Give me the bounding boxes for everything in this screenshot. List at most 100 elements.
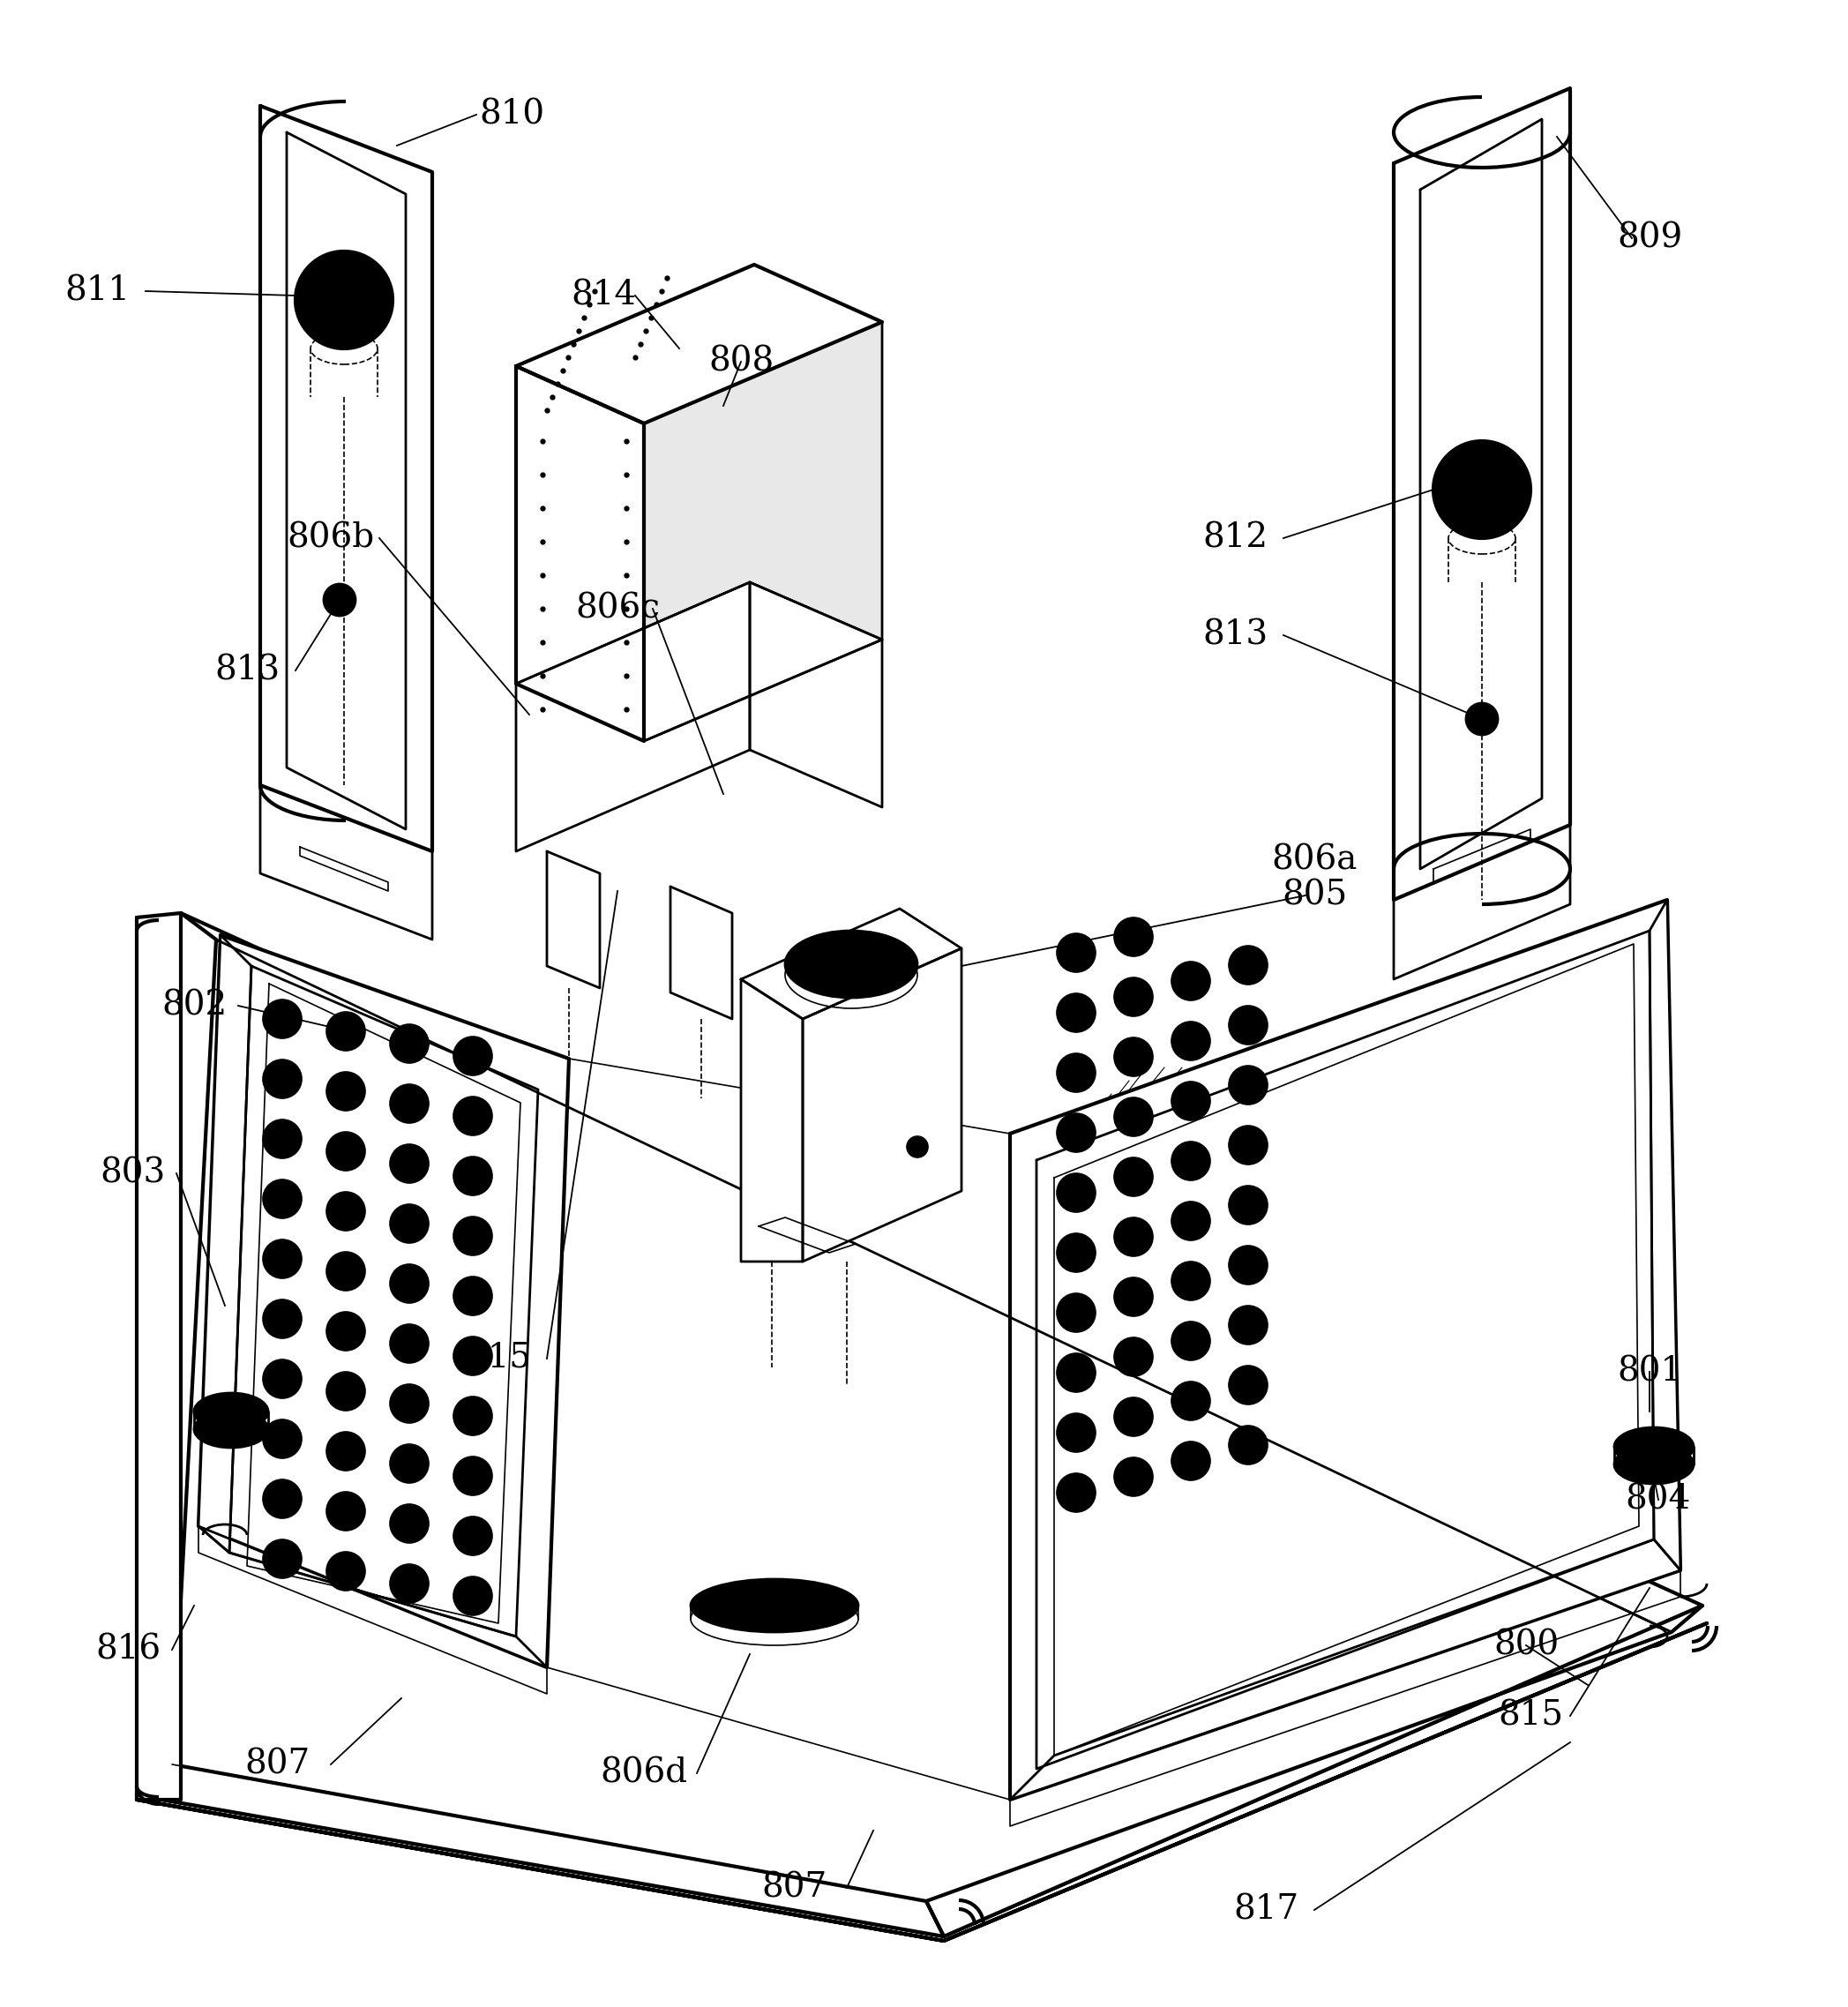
Circle shape xyxy=(1229,1246,1268,1284)
Polygon shape xyxy=(198,1525,547,1668)
Circle shape xyxy=(453,1156,492,1196)
Circle shape xyxy=(327,1012,366,1052)
Circle shape xyxy=(390,1264,429,1303)
Circle shape xyxy=(1114,1457,1153,1495)
Circle shape xyxy=(262,1299,301,1339)
Ellipse shape xyxy=(194,1393,268,1431)
Polygon shape xyxy=(516,365,643,741)
Polygon shape xyxy=(750,582,881,807)
Text: 805: 805 xyxy=(1281,879,1347,911)
Circle shape xyxy=(1172,1262,1210,1301)
Polygon shape xyxy=(802,949,961,1262)
Ellipse shape xyxy=(691,1580,857,1632)
Circle shape xyxy=(327,1072,366,1110)
Polygon shape xyxy=(261,785,432,939)
Circle shape xyxy=(1057,993,1096,1032)
Circle shape xyxy=(327,1192,366,1230)
Circle shape xyxy=(262,1539,301,1578)
Circle shape xyxy=(1172,1022,1210,1060)
Polygon shape xyxy=(516,582,881,741)
Polygon shape xyxy=(516,582,750,851)
Circle shape xyxy=(327,1491,366,1531)
Polygon shape xyxy=(741,979,802,1262)
Text: 812: 812 xyxy=(1203,522,1268,554)
Circle shape xyxy=(1057,1234,1096,1272)
Circle shape xyxy=(453,1457,492,1495)
Circle shape xyxy=(262,1060,301,1098)
Circle shape xyxy=(327,1373,366,1411)
Text: 807: 807 xyxy=(246,1748,310,1780)
Polygon shape xyxy=(261,106,432,851)
Circle shape xyxy=(390,1563,429,1604)
Text: 800: 800 xyxy=(1493,1630,1558,1662)
Polygon shape xyxy=(198,935,251,1553)
Circle shape xyxy=(327,1431,366,1471)
Circle shape xyxy=(1057,933,1096,971)
Polygon shape xyxy=(671,887,732,1020)
Text: 813: 813 xyxy=(214,654,279,686)
Text: 801: 801 xyxy=(1617,1355,1682,1389)
Circle shape xyxy=(1229,1066,1268,1104)
Polygon shape xyxy=(172,939,1672,1901)
Ellipse shape xyxy=(785,931,917,997)
Circle shape xyxy=(390,1325,429,1363)
Circle shape xyxy=(453,1216,492,1254)
Circle shape xyxy=(390,1084,429,1124)
Text: 817: 817 xyxy=(1233,1895,1299,1927)
Circle shape xyxy=(1114,1218,1153,1256)
Circle shape xyxy=(390,1024,429,1064)
Ellipse shape xyxy=(1615,1445,1693,1483)
Circle shape xyxy=(390,1204,429,1242)
Circle shape xyxy=(1229,1126,1268,1164)
Circle shape xyxy=(1172,1202,1210,1240)
Text: 814: 814 xyxy=(571,279,638,311)
Circle shape xyxy=(907,1136,928,1158)
Polygon shape xyxy=(643,321,881,741)
Circle shape xyxy=(1057,1353,1096,1393)
Circle shape xyxy=(1229,1186,1268,1224)
Circle shape xyxy=(262,1479,301,1517)
Circle shape xyxy=(262,1120,301,1158)
Circle shape xyxy=(453,1276,492,1315)
Circle shape xyxy=(1229,1425,1268,1465)
Circle shape xyxy=(1172,1082,1210,1120)
Ellipse shape xyxy=(194,1411,268,1447)
Circle shape xyxy=(1465,702,1499,735)
Polygon shape xyxy=(137,913,1702,1937)
Circle shape xyxy=(1057,1114,1096,1152)
Circle shape xyxy=(1114,1158,1153,1196)
Circle shape xyxy=(1464,472,1499,508)
Polygon shape xyxy=(1393,825,1571,979)
Text: 809: 809 xyxy=(1617,223,1682,255)
Circle shape xyxy=(1057,1174,1096,1212)
Circle shape xyxy=(1114,1337,1153,1377)
Polygon shape xyxy=(926,1606,1702,1937)
Ellipse shape xyxy=(1615,1427,1693,1467)
Circle shape xyxy=(327,1132,366,1170)
Circle shape xyxy=(1114,1397,1153,1437)
Text: 807: 807 xyxy=(761,1873,826,1905)
Text: 804: 804 xyxy=(1626,1483,1691,1515)
Circle shape xyxy=(390,1503,429,1543)
Circle shape xyxy=(1114,1038,1153,1076)
Circle shape xyxy=(327,283,362,317)
Circle shape xyxy=(453,1337,492,1375)
Circle shape xyxy=(453,1036,492,1076)
Polygon shape xyxy=(1011,1539,1680,1800)
Circle shape xyxy=(1229,1365,1268,1405)
Circle shape xyxy=(1172,1321,1210,1361)
Circle shape xyxy=(1114,1276,1153,1317)
Polygon shape xyxy=(547,1058,1011,1800)
Polygon shape xyxy=(1011,899,1680,1800)
Text: 811: 811 xyxy=(65,275,129,307)
Polygon shape xyxy=(137,1764,944,1937)
Text: 806c: 806c xyxy=(575,592,660,624)
Circle shape xyxy=(1172,1381,1210,1421)
Circle shape xyxy=(453,1575,492,1616)
Circle shape xyxy=(1229,1006,1268,1044)
Text: 813: 813 xyxy=(1203,618,1268,652)
Circle shape xyxy=(1172,1441,1210,1481)
Circle shape xyxy=(262,1240,301,1278)
Text: 816: 816 xyxy=(96,1634,161,1666)
Text: 803: 803 xyxy=(100,1156,164,1190)
